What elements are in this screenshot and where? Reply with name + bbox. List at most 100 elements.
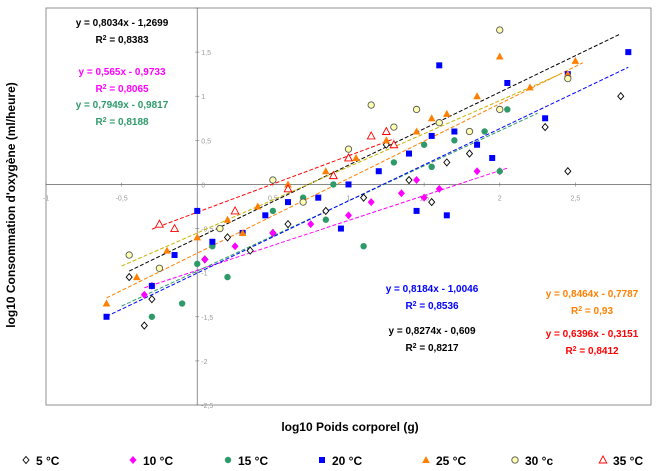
data-point-series-3 (375, 168, 382, 175)
data-point-series-3 (148, 282, 155, 289)
data-point-series-4 (352, 153, 360, 161)
fit-line-series-6 (151, 138, 395, 230)
series-4-equation: y = 0,8464x - 0,7787 (546, 289, 639, 300)
data-point-series-5 (344, 145, 353, 153)
data-point-series-0 (465, 149, 474, 158)
data-point-series-3 (103, 313, 110, 320)
x-tick-label: -0,5 (116, 195, 128, 202)
data-point-series-4 (382, 136, 391, 144)
y-axis-title: log10 Consommation d'oxygène (ml/heure) (4, 82, 18, 328)
data-point-series-1 (201, 255, 209, 264)
data-point-series-5 (269, 176, 277, 184)
fit-lines (106, 33, 629, 317)
data-point-series-1 (307, 220, 315, 229)
annotation-0-equation: y = 0,8034x - 1,2699 (76, 18, 169, 29)
data-point-series-1 (231, 242, 239, 251)
data-point-series-6 (283, 183, 293, 193)
data-point-series-3 (406, 150, 412, 157)
legend-marker-0 (22, 455, 30, 465)
data-point-series-3 (345, 181, 352, 188)
data-point-series-2 (496, 168, 503, 175)
data-point-series-2 (224, 273, 231, 281)
data-point-series-4 (564, 70, 572, 78)
data-point-series-2 (451, 137, 458, 144)
series-6-r2: R2 = 0,8412 (565, 346, 619, 358)
data-point-series-1 (420, 193, 428, 202)
data-point-series-3 (489, 154, 496, 161)
data-point-series-3 (285, 199, 291, 206)
data-point-series-1 (473, 167, 481, 176)
data-point-series-3 (474, 141, 481, 148)
legend-label-2: 15 °C (238, 454, 268, 468)
legend: 5 °C 10 °C 15 °C 20 °C 25 °C 30 °c 35 °C (22, 454, 643, 468)
data-point-series-6 (389, 139, 399, 149)
data-point-series-5 (496, 105, 504, 114)
data-point-series-0 (246, 246, 254, 255)
data-point-series-5 (367, 101, 375, 109)
y-tick-label: -1,5 (201, 315, 213, 322)
series-4-r2: R2 = 0,93 (571, 306, 613, 318)
x-axis-title: log10 Poids corporel (g) (281, 420, 418, 434)
data-point-series-1 (140, 290, 148, 299)
data-point-series-1 (397, 189, 405, 198)
data-point-series-4 (495, 52, 504, 60)
data-point-series-5 (564, 74, 572, 83)
equation-labels: y = 0,8034x - 1,2699 R2 = 0,8383 y = 0,565… (76, 18, 639, 357)
data-point-series-5 (435, 119, 443, 127)
data-point-series-3 (625, 49, 632, 56)
y-tick-label: -0,5 (201, 227, 213, 234)
data-point-series-5 (216, 224, 224, 233)
data-point-series-4 (132, 273, 141, 281)
legend-marker-6 (598, 455, 608, 464)
data-point-series-3 (262, 212, 269, 219)
data-point-series-2 (330, 181, 337, 188)
legend-label-6: 35 °C (613, 454, 643, 468)
y-tick-label: -1 (201, 271, 207, 278)
y-tick-label: 1 (201, 94, 205, 101)
series-0-equation: y = 0,8274x - 0,609 (388, 326, 475, 337)
data-point-series-3 (337, 225, 344, 232)
legend-label-0: 5 °C (36, 454, 60, 468)
legend-label-1: 10 °C (143, 454, 173, 468)
data-point-series-2 (148, 313, 156, 320)
data-point-series-5 (125, 251, 133, 259)
data-point-series-6 (381, 126, 391, 135)
series-6-equation: y = 0,6396x - 0,3151 (546, 329, 639, 340)
data-point-series-3 (436, 62, 443, 69)
data-point-series-2 (360, 243, 367, 250)
data-point-series-2 (420, 141, 428, 148)
series-0-r2: R2 = 0,8217 (405, 343, 459, 355)
data-point-series-6 (154, 219, 164, 228)
data-point-series-3 (315, 194, 322, 201)
data-point-series-2 (322, 216, 330, 223)
data-point-series-1 (269, 228, 277, 237)
data-point-series-4 (443, 109, 451, 117)
data-point-series-2 (481, 128, 488, 135)
plot-area (45, 7, 652, 406)
data-point-series-5 (155, 264, 164, 272)
series-1-r2: R2 = 0,8065 (95, 84, 149, 96)
data-point-series-0 (443, 158, 451, 167)
data-point-series-1 (367, 198, 375, 207)
y-tick-label: -2,5 (201, 403, 213, 410)
y-tick-label: 0 (201, 182, 205, 189)
fit-line-series-4 (106, 62, 584, 299)
data-point-series-4 (322, 167, 330, 175)
data-point-series-2 (504, 106, 511, 113)
data-point-series-3 (428, 132, 435, 139)
series-2-equation: y = 0,7949x - 0,9817 (76, 100, 169, 111)
legend-marker-4 (422, 456, 430, 463)
data-point-series-3 (504, 79, 511, 86)
data-point-series-1 (345, 211, 352, 220)
data-point-series-0 (148, 294, 156, 304)
x-tick-label: 0,5 (268, 195, 278, 202)
data-point-series-0 (428, 197, 436, 207)
fit-line-series-3 (106, 66, 629, 317)
legend-marker-5 (511, 456, 519, 464)
data-point-series-4 (193, 233, 202, 241)
data-point-series-3 (194, 207, 201, 214)
data-point-series-0 (617, 92, 625, 101)
data-point-series-2 (269, 207, 277, 215)
series-1-equation: y = 0,565x - 0,9733 (78, 67, 165, 78)
data-point-series-4 (223, 215, 232, 223)
